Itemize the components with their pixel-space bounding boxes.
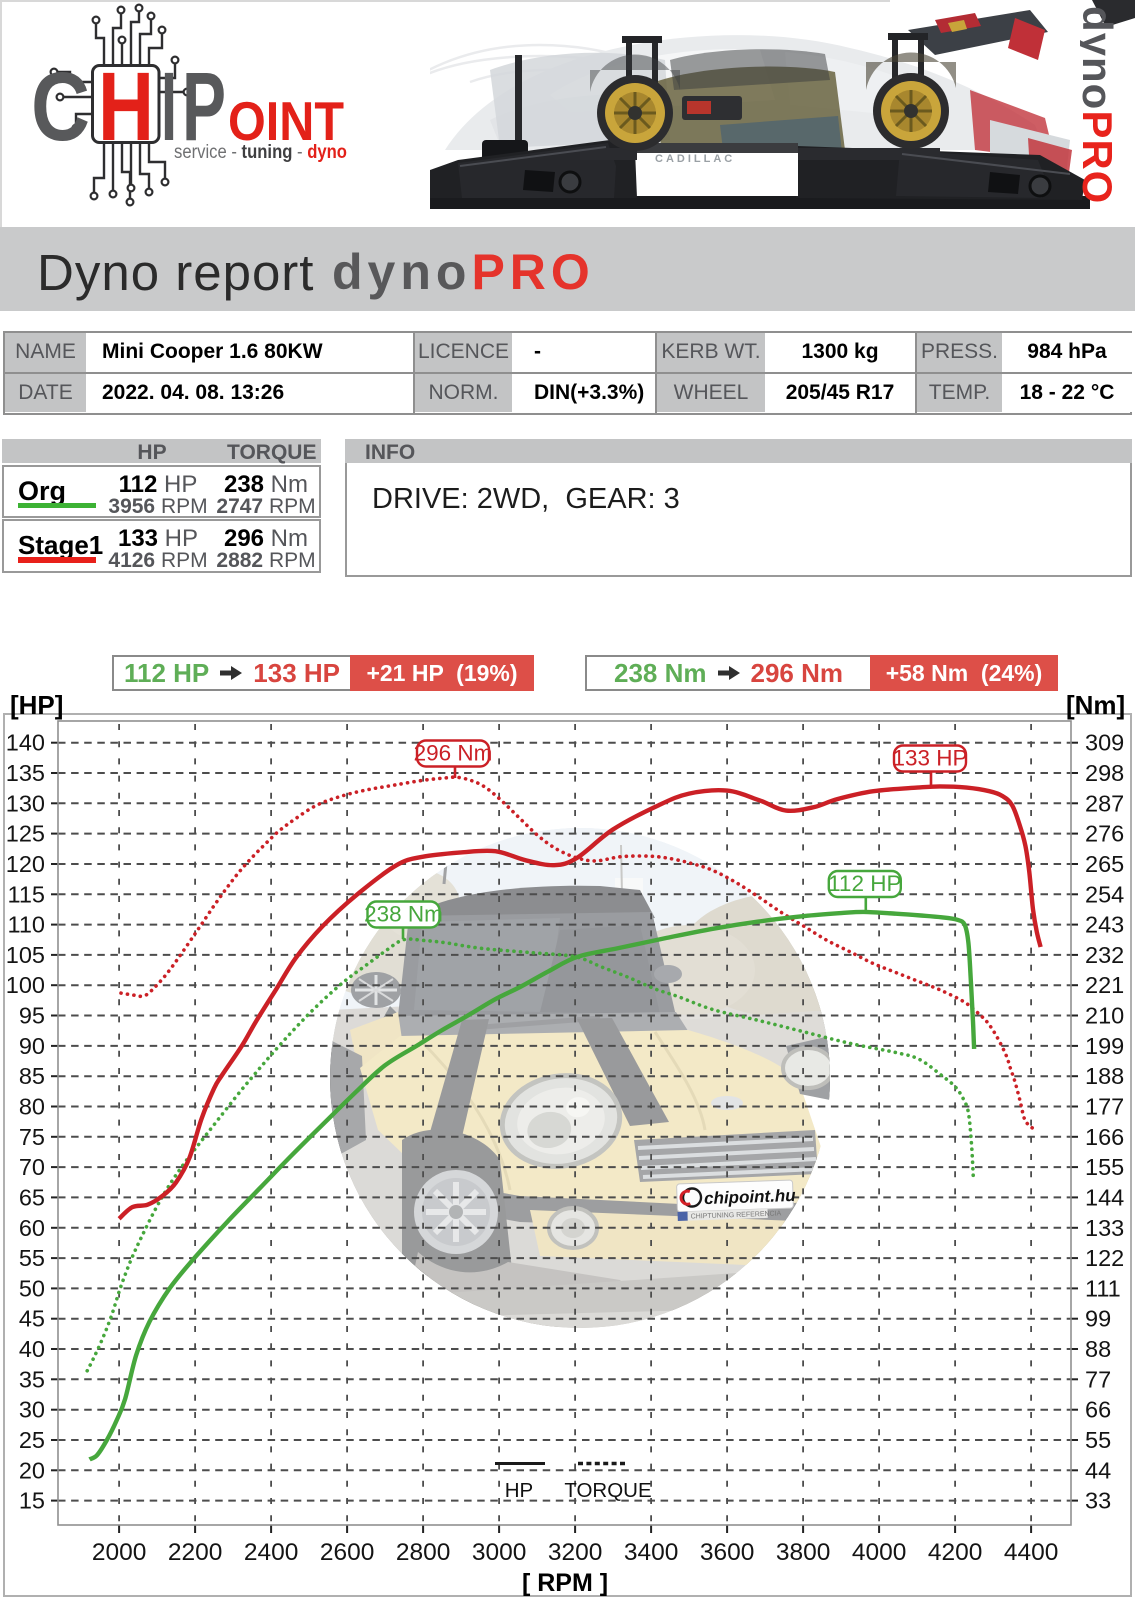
svg-text:chipoint.hu: chipoint.hu <box>704 1186 797 1208</box>
svg-text:2400: 2400 <box>244 1539 299 1566</box>
svg-text:4400: 4400 <box>1004 1539 1059 1566</box>
svg-text:service - tuning - dyno: service - tuning - dyno <box>174 142 347 163</box>
svg-text:287: 287 <box>1085 790 1124 816</box>
svg-text:120: 120 <box>6 851 45 877</box>
svg-text:66: 66 <box>1085 1397 1111 1423</box>
svg-text:88: 88 <box>1085 1336 1111 1362</box>
svg-text:199: 199 <box>1085 1033 1124 1059</box>
svg-text:276: 276 <box>1085 821 1124 847</box>
svg-text:dynoPRO: dynoPRO <box>1080 6 1121 204</box>
svg-text:CADILLAC: CADILLAC <box>655 153 735 165</box>
svg-text:232: 232 <box>1085 942 1124 968</box>
svg-text:2000: 2000 <box>92 1539 147 1566</box>
svg-text:2800: 2800 <box>396 1539 451 1566</box>
svg-text:155: 155 <box>1085 1154 1124 1180</box>
svg-text:OINT: OINT <box>228 90 344 152</box>
svg-text:25: 25 <box>19 1427 45 1453</box>
svg-text:P: P <box>182 52 226 161</box>
svg-text:70: 70 <box>19 1154 45 1180</box>
svg-text:3400: 3400 <box>624 1539 679 1566</box>
svg-text:55: 55 <box>1085 1427 1111 1453</box>
svg-text:177: 177 <box>1085 1094 1124 1120</box>
svg-text:I: I <box>161 52 177 161</box>
svg-text:188: 188 <box>1085 1063 1124 1089</box>
svg-text:30: 30 <box>19 1397 45 1423</box>
svg-text:4000: 4000 <box>852 1539 907 1566</box>
svg-text:135: 135 <box>6 760 45 786</box>
svg-text:20: 20 <box>19 1457 45 1483</box>
svg-text:45: 45 <box>19 1306 45 1332</box>
svg-text:296 Nm: 296 Nm <box>414 741 493 766</box>
svg-text:15: 15 <box>19 1488 45 1514</box>
svg-text:122: 122 <box>1085 1245 1124 1271</box>
svg-text:111: 111 <box>1085 1275 1121 1301</box>
svg-text:C: C <box>31 52 90 161</box>
svg-text:221: 221 <box>1085 972 1124 998</box>
svg-text:238 Nm: 238 Nm <box>364 902 443 927</box>
svg-text:55: 55 <box>19 1245 45 1271</box>
svg-text:50: 50 <box>19 1275 45 1301</box>
svg-text:77: 77 <box>1085 1366 1111 1392</box>
svg-text:125: 125 <box>6 821 45 847</box>
svg-text:3800: 3800 <box>776 1539 831 1566</box>
svg-text:40: 40 <box>19 1336 45 1362</box>
svg-text:166: 166 <box>1085 1124 1124 1150</box>
svg-text:105: 105 <box>6 942 45 968</box>
svg-text:265: 265 <box>1085 851 1124 877</box>
svg-text:309: 309 <box>1085 730 1124 756</box>
svg-text:243: 243 <box>1085 912 1124 938</box>
svg-text:4200: 4200 <box>928 1539 983 1566</box>
svg-text:210: 210 <box>1085 1003 1124 1029</box>
svg-text:112 HP: 112 HP <box>828 871 901 896</box>
svg-text:65: 65 <box>19 1184 45 1210</box>
svg-text:TORQUE: TORQUE <box>564 1479 651 1502</box>
svg-text:3000: 3000 <box>472 1539 527 1566</box>
svg-text:2600: 2600 <box>320 1539 375 1566</box>
svg-text:2200: 2200 <box>168 1539 223 1566</box>
svg-text:HP: HP <box>505 1479 533 1502</box>
svg-text:95: 95 <box>19 1003 45 1029</box>
svg-text:60: 60 <box>19 1215 45 1241</box>
svg-text:35: 35 <box>19 1366 45 1392</box>
svg-text:99: 99 <box>1085 1306 1111 1332</box>
svg-text:33: 33 <box>1085 1488 1111 1514</box>
svg-text:75: 75 <box>19 1124 45 1150</box>
svg-text:3200: 3200 <box>548 1539 603 1566</box>
svg-text:144: 144 <box>1085 1184 1124 1210</box>
svg-text:115: 115 <box>8 881 45 907</box>
svg-text:100: 100 <box>6 972 45 998</box>
svg-text:133: 133 <box>1085 1215 1124 1241</box>
svg-text:110: 110 <box>8 912 45 938</box>
svg-text:[ RPM ]: [ RPM ] <box>522 1569 608 1597</box>
svg-text:85: 85 <box>19 1063 45 1089</box>
svg-text:90: 90 <box>19 1033 45 1059</box>
svg-text:H: H <box>98 52 154 161</box>
svg-text:44: 44 <box>1085 1457 1111 1483</box>
svg-text:298: 298 <box>1085 760 1124 786</box>
svg-text:CHIPTUNING REFERENCIA: CHIPTUNING REFERENCIA <box>691 1210 782 1220</box>
svg-text:80: 80 <box>19 1094 45 1120</box>
svg-text:140: 140 <box>6 730 45 756</box>
svg-text:133 HP: 133 HP <box>892 746 967 771</box>
svg-text:3600: 3600 <box>700 1539 755 1566</box>
svg-text:254: 254 <box>1085 881 1124 907</box>
svg-text:130: 130 <box>6 790 45 816</box>
